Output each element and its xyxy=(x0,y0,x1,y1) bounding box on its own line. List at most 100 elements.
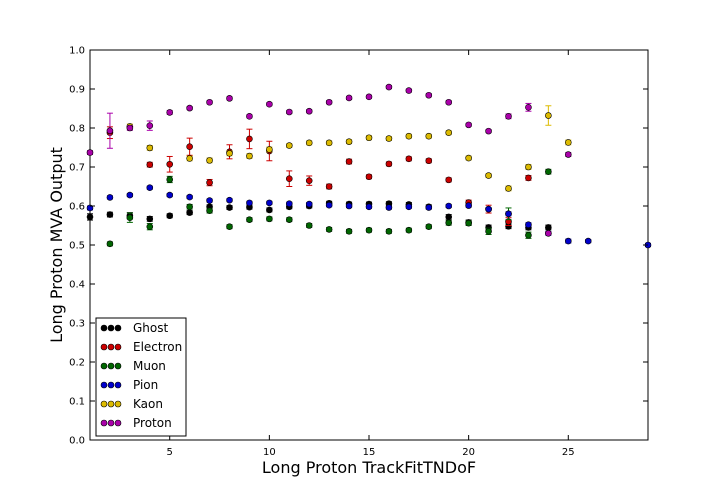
data-point xyxy=(525,231,532,239)
data-point xyxy=(325,98,333,106)
data-point xyxy=(226,223,233,230)
data-point xyxy=(485,127,492,135)
data-point xyxy=(305,107,313,115)
data-point xyxy=(186,155,193,162)
data-point xyxy=(186,104,193,112)
legend-frame xyxy=(95,317,187,437)
data-point xyxy=(545,112,552,119)
data-point xyxy=(345,138,353,145)
data-point xyxy=(285,200,293,207)
x-axis-title: Long Proton TrackFitTNDoF xyxy=(262,458,476,477)
legend-entry: Proton xyxy=(100,416,172,430)
data-point xyxy=(305,200,313,208)
data-point xyxy=(425,223,433,230)
data-point xyxy=(146,184,154,191)
data-point xyxy=(465,219,472,227)
data-point xyxy=(226,196,233,204)
data-point xyxy=(465,202,472,209)
data-point xyxy=(166,212,174,220)
data-point xyxy=(166,191,174,199)
x-tick-label: 10 xyxy=(263,447,276,458)
series-proton xyxy=(86,83,572,237)
legend-marker xyxy=(107,362,115,370)
legend-entry: Ghost xyxy=(100,321,168,335)
legend-marker xyxy=(100,381,108,389)
data-point xyxy=(146,215,154,223)
data-point xyxy=(166,160,174,168)
data-point xyxy=(545,224,552,231)
legend-entry: Electron xyxy=(100,340,182,354)
data-point xyxy=(445,98,453,106)
data-point xyxy=(485,172,492,179)
data-point xyxy=(146,122,154,129)
data-point xyxy=(505,113,512,120)
data-point xyxy=(226,95,233,102)
data-point xyxy=(525,174,532,182)
y-tick-label: 0.9 xyxy=(69,85,85,96)
data-point xyxy=(545,168,552,175)
data-point xyxy=(206,197,213,204)
data-point xyxy=(206,98,213,106)
data-point xyxy=(146,161,154,168)
data-point xyxy=(246,152,253,160)
data-point xyxy=(445,219,453,227)
data-point xyxy=(285,216,293,223)
data-point xyxy=(226,150,233,157)
legend-marker xyxy=(107,419,115,427)
data-point xyxy=(206,207,213,214)
data-point xyxy=(266,215,273,223)
data-point xyxy=(206,179,213,186)
data-point xyxy=(246,135,253,143)
data-point xyxy=(385,204,393,211)
data-point xyxy=(385,135,393,142)
data-point xyxy=(584,237,592,245)
data-point xyxy=(445,176,453,184)
legend-label: Electron xyxy=(133,340,182,354)
data-point xyxy=(485,205,492,213)
data-point xyxy=(186,143,193,151)
legend-marker xyxy=(100,343,108,351)
data-point xyxy=(285,175,293,182)
series-kaon xyxy=(126,105,572,192)
y-tick-label: 0.4 xyxy=(69,280,85,291)
legend-label: Proton xyxy=(133,416,172,430)
data-point xyxy=(405,226,413,234)
y-tick-label: 0.6 xyxy=(69,202,85,213)
legend-entry: Kaon xyxy=(100,397,163,411)
axis-ticks: 5 10 15 20 25 0.0 0.1 0.2 0.3 0.4 0.5 0.6 0.7 0.8 0.9 1… xyxy=(69,46,648,458)
data-point xyxy=(345,202,353,210)
data-point xyxy=(126,191,134,199)
legend-marker xyxy=(114,381,122,389)
legend-label: Pion xyxy=(133,378,158,392)
data-point xyxy=(266,206,273,214)
legend: Ghost Electron Muon Pion Kaon Proton xyxy=(95,317,187,437)
data-point xyxy=(465,121,472,129)
data-point xyxy=(186,193,193,201)
data-point xyxy=(325,139,333,147)
legend-marker xyxy=(107,400,115,408)
data-point xyxy=(505,210,512,218)
data-point xyxy=(365,173,373,181)
y-tick-label: 0.0 xyxy=(69,436,85,447)
data-point xyxy=(564,237,572,245)
legend-marker xyxy=(107,343,115,351)
x-tick-label: 25 xyxy=(562,447,575,458)
data-points xyxy=(86,83,652,249)
data-point xyxy=(86,149,94,156)
data-point xyxy=(246,216,253,223)
y-tick-label: 0.2 xyxy=(69,358,85,369)
data-point xyxy=(405,203,413,211)
data-point xyxy=(365,134,373,142)
data-point xyxy=(106,194,114,201)
series-electron xyxy=(106,126,532,226)
series-muon xyxy=(106,168,552,248)
data-point xyxy=(266,199,273,207)
x-tick-label: 5 xyxy=(167,447,173,458)
data-point xyxy=(86,213,94,221)
legend-marker xyxy=(100,419,108,427)
data-point xyxy=(166,109,174,116)
data-point xyxy=(325,226,333,233)
data-point xyxy=(525,104,532,111)
data-point xyxy=(445,213,453,221)
